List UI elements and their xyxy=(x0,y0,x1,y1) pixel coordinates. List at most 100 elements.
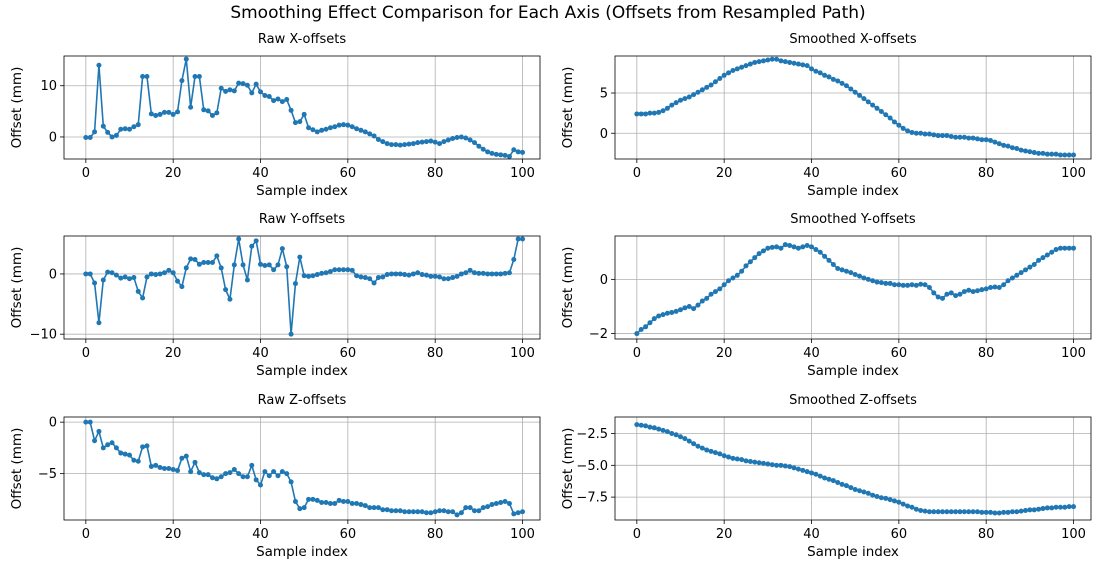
data-point xyxy=(983,137,989,143)
y-tick-label: −10 xyxy=(30,328,57,343)
data-point xyxy=(292,498,298,504)
data-point xyxy=(957,291,963,297)
data-point xyxy=(800,244,806,250)
data-point xyxy=(218,265,224,271)
data-point xyxy=(205,472,211,478)
data-point xyxy=(288,479,294,485)
data-point xyxy=(183,56,189,62)
y-axis-label: Offset (mm) xyxy=(560,247,576,329)
data-point xyxy=(122,274,128,280)
data-point xyxy=(660,427,666,433)
data-point xyxy=(673,432,679,438)
data-point xyxy=(445,276,451,282)
x-tick-label: 0 xyxy=(633,527,641,542)
data-point xyxy=(292,120,298,126)
subplot-2: 0 20 40 60 80 100 0 5 Smoothed X-offsets Sample i… xyxy=(560,32,1092,199)
data-point xyxy=(717,76,723,82)
data-point xyxy=(393,142,399,148)
data-point xyxy=(109,134,115,140)
data-point xyxy=(992,510,998,516)
data-point xyxy=(970,289,976,295)
data-point xyxy=(852,486,858,492)
data-point xyxy=(297,119,303,125)
data-point xyxy=(188,104,194,110)
data-point xyxy=(712,289,718,295)
data-point xyxy=(1040,150,1046,156)
data-point xyxy=(918,281,924,287)
data-point xyxy=(643,111,649,117)
data-point xyxy=(157,464,163,470)
data-point xyxy=(944,133,950,139)
data-point xyxy=(682,96,688,102)
data-point xyxy=(944,291,950,297)
y-tick-label: 0 xyxy=(49,130,57,145)
data-point xyxy=(140,74,146,79)
x-tick-label: 60 xyxy=(891,166,908,181)
data-point xyxy=(288,107,294,113)
data-point xyxy=(362,503,368,509)
data-point xyxy=(704,295,710,301)
data-point xyxy=(651,110,657,116)
data-point xyxy=(458,134,464,140)
data-point xyxy=(988,509,994,515)
data-point xyxy=(380,507,386,513)
data-point xyxy=(922,282,928,288)
data-point xyxy=(502,270,508,276)
data-point xyxy=(87,419,93,425)
data-point xyxy=(874,105,880,111)
x-tick-label: 0 xyxy=(633,346,641,361)
data-point xyxy=(948,509,954,515)
y-tick-label: 0 xyxy=(600,273,608,288)
data-point xyxy=(175,109,181,115)
data-point xyxy=(196,74,202,79)
data-point xyxy=(734,66,740,72)
data-point xyxy=(918,507,924,513)
data-point xyxy=(271,469,277,475)
data-point xyxy=(345,498,351,504)
data-point xyxy=(428,510,434,516)
data-point xyxy=(354,126,360,132)
data-point xyxy=(472,140,477,146)
data-point xyxy=(231,262,237,268)
data-point xyxy=(384,507,390,513)
data-point xyxy=(240,262,246,268)
data-point xyxy=(140,295,146,301)
axes-frame xyxy=(63,55,541,160)
data-point xyxy=(887,115,893,121)
data-point xyxy=(144,443,150,449)
data-point xyxy=(314,272,320,278)
data-point xyxy=(734,272,740,278)
data-point xyxy=(354,501,360,507)
axes-frame xyxy=(63,235,541,340)
data-point xyxy=(848,86,854,92)
data-point xyxy=(214,253,220,259)
data-point xyxy=(323,499,329,505)
data-point xyxy=(1023,507,1028,513)
data-point xyxy=(253,477,259,483)
data-point xyxy=(236,236,242,242)
data-point xyxy=(634,111,640,117)
data-point xyxy=(765,245,771,251)
subplot-title: Raw Y-offsets xyxy=(259,212,346,227)
data-point xyxy=(874,493,880,499)
x-tick-label: 0 xyxy=(82,346,90,361)
data-point xyxy=(1071,245,1077,251)
data-point xyxy=(419,509,425,515)
data-point xyxy=(188,469,194,475)
data-point xyxy=(1053,151,1059,157)
x-tick-label: 60 xyxy=(340,346,357,361)
subplot-title: Raw Z-offsets xyxy=(258,393,347,408)
data-point xyxy=(336,267,342,273)
data-point xyxy=(1009,145,1015,151)
data-point xyxy=(865,276,871,282)
data-point xyxy=(905,282,911,288)
data-point xyxy=(656,313,662,319)
data-point xyxy=(214,110,220,116)
data-point xyxy=(441,508,447,514)
data-point xyxy=(406,141,412,147)
data-point xyxy=(349,267,355,273)
data-point xyxy=(760,460,766,466)
data-point xyxy=(437,508,443,514)
data-point xyxy=(870,102,876,108)
x-tick-label: 100 xyxy=(510,166,535,181)
